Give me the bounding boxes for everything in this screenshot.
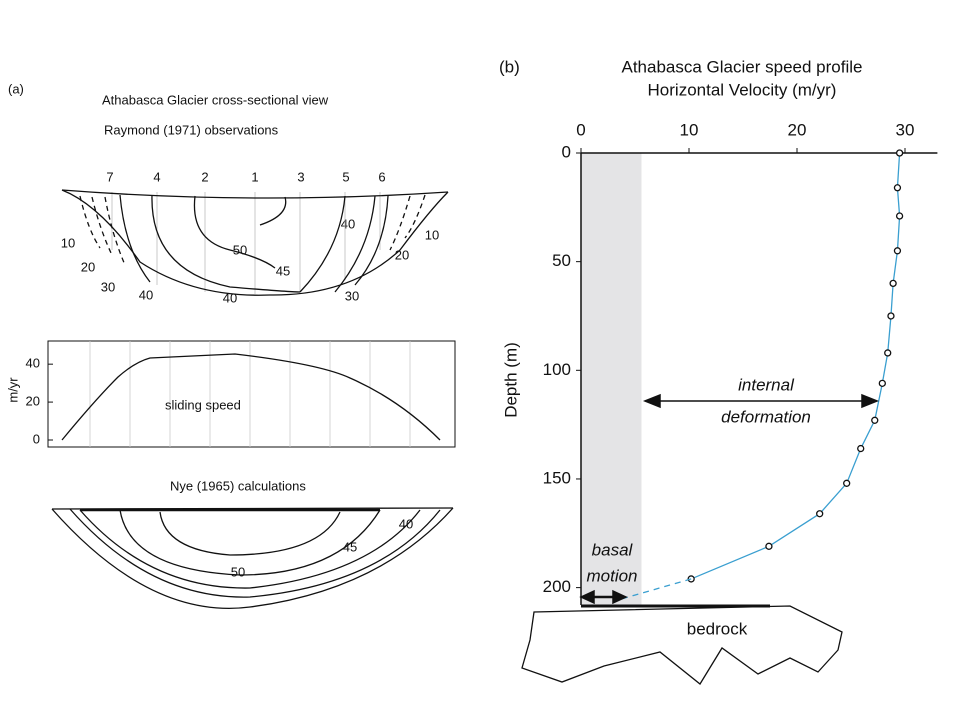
- y-label: m/yr: [5, 377, 20, 403]
- contour-label: 20: [395, 247, 409, 262]
- x-tick-label: 0: [576, 120, 585, 139]
- borehole: 7: [106, 169, 113, 184]
- y-label: Depth (m): [501, 342, 520, 418]
- borehole: 4: [153, 169, 160, 184]
- y-tick-label: 100: [543, 360, 571, 379]
- annotation: motion: [586, 566, 637, 585]
- point: [895, 212, 904, 220]
- subtitle: Raymond (1971) observations: [104, 122, 279, 137]
- bedrock-label: bedrock: [687, 619, 748, 638]
- sliding-frame: [47, 340, 456, 448]
- contour-label: 10: [425, 227, 439, 242]
- contour-label: 45: [276, 263, 290, 278]
- sliding-grid: [89, 341, 411, 447]
- x-tick-label: 30: [896, 120, 915, 139]
- shaded-region: [581, 153, 642, 605]
- annotation: deformation: [721, 407, 811, 426]
- point: [871, 416, 879, 424]
- title: Athabasca Glacier cross-sectional view: [102, 92, 329, 107]
- panel-label: (a): [8, 81, 24, 96]
- raymond-section: [61, 189, 449, 296]
- point: [857, 444, 865, 453]
- point: [884, 349, 892, 357]
- y-tick-label: 0: [33, 431, 40, 446]
- point: [893, 247, 902, 255]
- borehole: 6: [378, 169, 385, 184]
- borehole: 5: [342, 169, 349, 184]
- point: [889, 279, 897, 288]
- y-tick-label: 200: [543, 577, 571, 596]
- contour-label: 50: [231, 564, 245, 579]
- subtitle: Horizontal Velocity (m/yr): [648, 80, 837, 99]
- panel-label: (b): [499, 57, 520, 76]
- contour-label: 40: [341, 216, 355, 231]
- point: [893, 184, 902, 192]
- point: [878, 379, 886, 387]
- contour-label: 20: [81, 259, 95, 274]
- contour-label: 45: [343, 539, 357, 554]
- y-tick-label: 150: [543, 468, 571, 487]
- nye-title: Nye (1965) calculations: [170, 478, 306, 493]
- y-tick-label: 20: [26, 394, 40, 409]
- annotation: internal: [738, 375, 795, 394]
- contour-label: 30: [101, 279, 115, 294]
- title: Athabasca Glacier speed profile: [622, 57, 863, 76]
- point: [895, 149, 904, 157]
- contour-label: 10: [61, 235, 75, 250]
- contour-label: 40: [139, 287, 153, 302]
- point: [887, 312, 895, 320]
- sliding-curve: [61, 353, 441, 441]
- arrows: [579, 393, 880, 605]
- y-tick-label: 50: [552, 251, 571, 270]
- annotation: basal: [592, 540, 634, 559]
- point: [843, 479, 851, 487]
- nye-section: [51, 507, 454, 609]
- bedrock: [521, 605, 843, 685]
- y-tick-label: 0: [562, 142, 571, 161]
- x-tick-label: 20: [788, 120, 807, 139]
- contour-label: 40: [399, 516, 413, 531]
- line: [615, 578, 692, 602]
- sliding-label: sliding speed: [165, 397, 241, 412]
- x-tick-label: 10: [680, 120, 699, 139]
- borehole: 2: [201, 169, 208, 184]
- contour-label: 30: [345, 288, 359, 303]
- y-tick-label: 40: [26, 356, 40, 371]
- borehole: 1: [251, 169, 258, 184]
- point: [765, 542, 773, 550]
- line: [690, 152, 901, 580]
- borehole: 3: [297, 169, 304, 184]
- contour-label: 50: [233, 242, 247, 257]
- point: [816, 510, 824, 518]
